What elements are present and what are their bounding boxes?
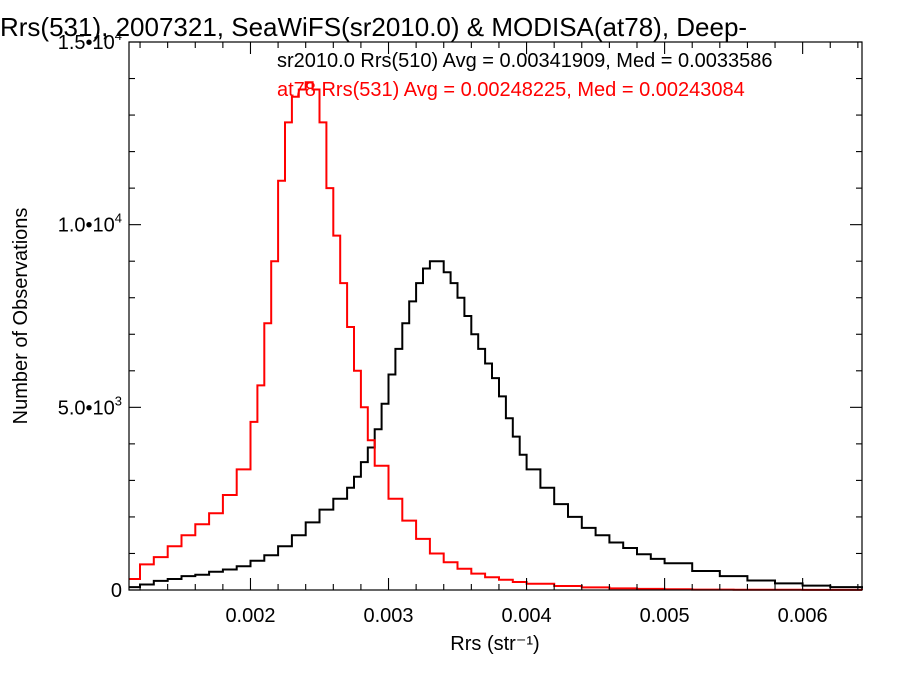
x-tick-label: 0.005 — [640, 605, 690, 627]
x-tick-label: 0.002 — [225, 605, 275, 627]
y-tick-label: 1.5•104 — [58, 28, 122, 54]
plot-frame — [128, 41, 863, 591]
x-tick-label: 0.006 — [778, 605, 828, 627]
series-line-black — [129, 260, 863, 589]
y-tick-label: 0 — [111, 580, 122, 602]
x-tick-label: 0.003 — [363, 605, 413, 627]
x-tick-label: 0.004 — [502, 605, 552, 627]
x-axis-ticks: 0.002 0.003 0.004 0.005 0.006 — [139, 42, 859, 627]
series-line-red — [129, 81, 863, 591]
y-axis-label: Number of Observations — [10, 208, 32, 425]
legend-line-black: sr2010.0 Rrs(510) Avg = 0.00341909, Med … — [277, 50, 773, 72]
x-axis-label: Rrs (str⁻¹) — [450, 633, 539, 655]
plot-series-group — [129, 81, 863, 591]
legend-line-red: at78 Rrs(531) Avg = 0.00248225, Med = 0.… — [277, 79, 745, 101]
y-tick-label: 1.0•104 — [58, 211, 122, 237]
y-tick-label: 5.0•103 — [58, 393, 122, 419]
chart-title: Rrs(531), 2007321, SeaWiFS(sr2010.0) & M… — [0, 12, 747, 42]
y-axis-ticks: 0 5.0•103 1.0•104 1.5•104 — [58, 28, 862, 602]
